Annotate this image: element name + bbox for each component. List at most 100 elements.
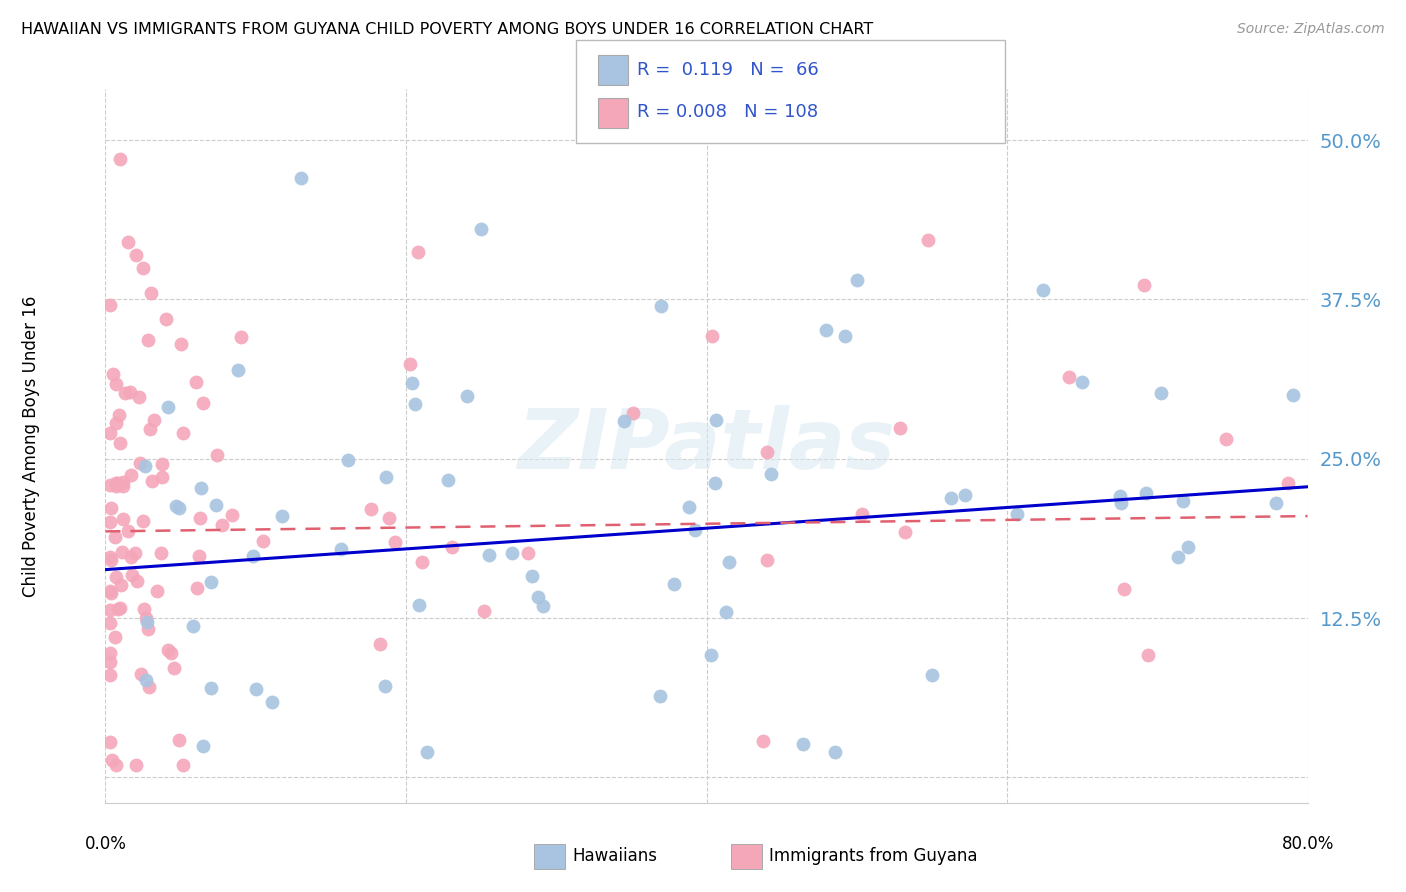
Point [1032, 283, 1054, 297]
Point [98, 616, 121, 631]
Point [129, 457, 152, 471]
Point [117, 235, 139, 249]
Point [456, 389, 478, 403]
Point [921, 667, 943, 681]
Point [685, 523, 707, 537]
Point [1215, 433, 1237, 447]
Point [242, 549, 264, 563]
Point [271, 508, 294, 523]
Point [478, 548, 501, 562]
Point [125, 757, 148, 772]
Point [1265, 496, 1288, 510]
Point [1281, 388, 1303, 402]
Point [375, 470, 398, 484]
Point [360, 502, 382, 516]
Point [531, 599, 554, 613]
Point [1109, 489, 1132, 503]
Point [132, 260, 155, 275]
Point [125, 574, 148, 589]
Point [138, 680, 160, 694]
Point [103, 368, 125, 382]
Point [211, 518, 233, 533]
Point [404, 397, 426, 411]
Point [167, 733, 190, 747]
Point [330, 541, 353, 556]
Point [157, 643, 180, 657]
Point [124, 248, 146, 262]
Point [167, 500, 190, 515]
Point [755, 445, 778, 459]
Point [516, 546, 538, 560]
Point [146, 583, 169, 598]
Point [792, 737, 814, 751]
Point [1109, 496, 1132, 510]
Point [100, 585, 122, 599]
Point [98, 297, 121, 311]
Point [132, 514, 155, 528]
Point [121, 568, 143, 582]
Point [1167, 549, 1189, 564]
Point [815, 323, 838, 337]
Point [120, 467, 142, 482]
Point [1005, 507, 1028, 521]
Point [374, 679, 396, 693]
Point [98, 583, 121, 598]
Point [650, 299, 672, 313]
Point [399, 357, 422, 371]
Point [142, 413, 165, 427]
Point [411, 555, 433, 569]
Point [188, 511, 211, 525]
Point [105, 479, 128, 493]
Point [761, 467, 783, 482]
Point [98, 646, 121, 660]
Point [117, 524, 139, 538]
Point [98, 668, 121, 682]
Point [104, 569, 127, 583]
Point [939, 491, 962, 505]
Text: ZIPatlas: ZIPatlas [517, 406, 896, 486]
Point [104, 416, 127, 430]
Text: 80.0%: 80.0% [1281, 835, 1334, 853]
Point [613, 414, 636, 428]
Point [664, 577, 686, 591]
Point [124, 546, 146, 560]
Point [100, 753, 122, 767]
Point [408, 245, 430, 260]
Point [132, 602, 155, 616]
Text: Child Poverty Among Boys Under 16: Child Poverty Among Boys Under 16 [22, 295, 39, 597]
Point [700, 329, 723, 343]
Point [917, 233, 939, 247]
Point [416, 745, 439, 759]
Point [108, 436, 131, 450]
Point [136, 622, 159, 636]
Point [184, 376, 207, 390]
Point [824, 745, 846, 759]
Point [98, 603, 121, 617]
Point [98, 735, 121, 749]
Point [245, 681, 267, 696]
Point [368, 637, 391, 651]
Point [1133, 278, 1156, 293]
Point [200, 681, 222, 696]
Point [893, 524, 915, 539]
Point [135, 610, 157, 624]
Point [1177, 540, 1199, 554]
Point [150, 457, 173, 471]
Point [834, 329, 856, 343]
Point [111, 479, 134, 493]
Point [472, 604, 495, 618]
Point [408, 598, 430, 612]
Point [290, 171, 312, 186]
Point [135, 673, 157, 688]
Point [105, 476, 128, 491]
Point [1171, 494, 1194, 508]
Point [621, 406, 644, 420]
Point [378, 511, 401, 525]
Point [100, 553, 122, 567]
Point [104, 630, 127, 644]
Point [98, 425, 121, 440]
Point [190, 481, 212, 495]
Point [889, 421, 911, 435]
Point [100, 500, 122, 515]
Point [111, 511, 134, 525]
